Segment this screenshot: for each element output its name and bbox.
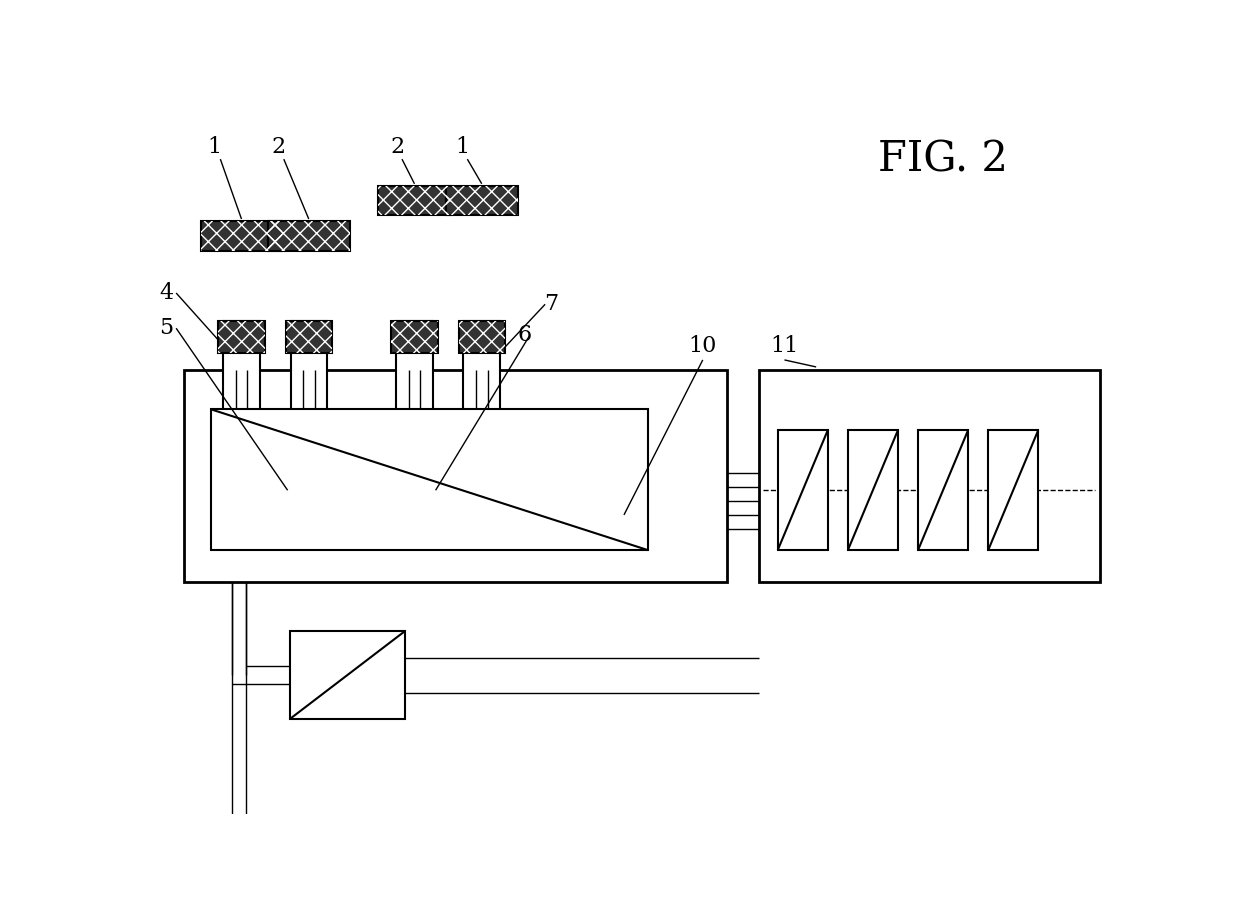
FancyBboxPatch shape [459,321,505,353]
FancyBboxPatch shape [918,430,968,550]
Text: 1: 1 [207,135,222,157]
FancyBboxPatch shape [218,321,264,353]
Text: 11: 11 [770,335,799,357]
FancyBboxPatch shape [378,186,450,215]
FancyBboxPatch shape [201,221,283,251]
FancyBboxPatch shape [848,430,898,550]
Text: 1: 1 [455,135,470,157]
FancyBboxPatch shape [290,631,404,719]
Text: 2: 2 [391,135,404,157]
Text: 10: 10 [688,335,717,357]
FancyBboxPatch shape [184,371,727,582]
FancyBboxPatch shape [285,321,332,353]
FancyBboxPatch shape [445,186,518,215]
FancyBboxPatch shape [223,321,259,533]
FancyBboxPatch shape [777,430,828,550]
FancyBboxPatch shape [759,371,1100,582]
Text: 7: 7 [544,293,558,315]
Text: 2: 2 [272,135,285,157]
FancyBboxPatch shape [464,321,500,533]
FancyBboxPatch shape [397,321,433,533]
FancyBboxPatch shape [211,409,649,550]
Text: FIG. 2: FIG. 2 [878,138,1008,180]
FancyBboxPatch shape [392,321,438,353]
FancyBboxPatch shape [268,221,350,251]
Text: 6: 6 [518,324,532,346]
Text: 4: 4 [160,282,174,304]
FancyBboxPatch shape [988,430,1038,550]
FancyBboxPatch shape [290,321,327,533]
Text: 5: 5 [160,318,174,339]
